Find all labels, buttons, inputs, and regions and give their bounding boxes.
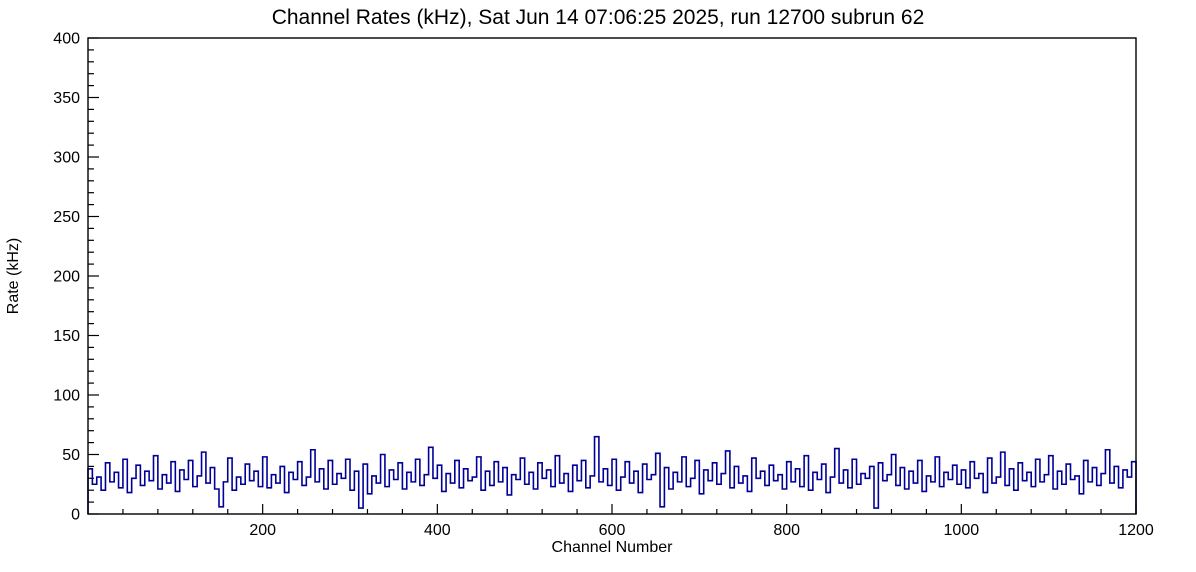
x-tick-label: 1200 — [1118, 522, 1154, 539]
y-tick-label: 400 — [53, 31, 80, 48]
x-tick-label: 800 — [773, 522, 800, 539]
y-tick-label: 300 — [53, 150, 80, 167]
x-tick-label: 400 — [424, 522, 451, 539]
histogram-series — [87, 435, 1137, 514]
rate-histogram-line — [87, 435, 1137, 514]
chart-title: Channel Rates (kHz), Sat Jun 14 07:06:25… — [272, 6, 925, 29]
x-tick-label: 1000 — [944, 522, 980, 539]
y-tick-label: 150 — [53, 328, 80, 345]
x-tick-label: 600 — [599, 522, 626, 539]
y-axis-title: Rate (kHz) — [5, 238, 22, 314]
x-tick-label: 200 — [249, 522, 276, 539]
x-axis-title: Channel Number — [552, 539, 674, 556]
y-tick-label: 350 — [53, 90, 80, 107]
y-tick-label: 0 — [71, 507, 80, 524]
plot-frame — [87, 37, 1137, 515]
y-tick-label: 50 — [62, 447, 80, 464]
y-tick-label: 250 — [53, 209, 80, 226]
y-tick-label: 100 — [53, 388, 80, 405]
axis-ticks: 200 400 600 800 1000 1200 0 50 100 150 200 250 300 35… — [53, 31, 1154, 540]
y-tick-label: 200 — [53, 269, 80, 286]
